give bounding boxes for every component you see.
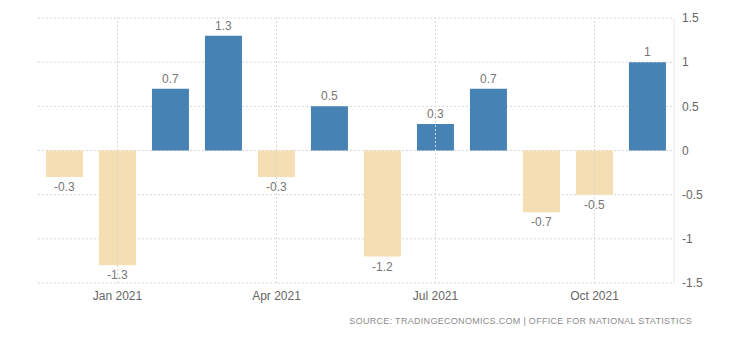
svg-text:1.3: 1.3 xyxy=(215,19,232,33)
svg-text:0.7: 0.7 xyxy=(162,72,179,86)
svg-text:1: 1 xyxy=(682,55,689,69)
svg-text:0.5: 0.5 xyxy=(682,100,699,114)
svg-text:-0.5: -0.5 xyxy=(682,188,703,202)
svg-text:-0.3: -0.3 xyxy=(54,180,75,194)
svg-text:-0.3: -0.3 xyxy=(266,180,287,194)
svg-text:Jan 2021: Jan 2021 xyxy=(93,289,143,303)
svg-text:Apr 2021: Apr 2021 xyxy=(252,289,301,303)
svg-text:-1.3: -1.3 xyxy=(107,268,128,282)
svg-text:-0.7: -0.7 xyxy=(531,215,552,229)
svg-text:-0.5: -0.5 xyxy=(584,198,605,212)
svg-text:-1.2: -1.2 xyxy=(372,260,393,274)
svg-text:1.5: 1.5 xyxy=(682,11,699,25)
svg-text:0: 0 xyxy=(682,144,689,158)
svg-text:0.5: 0.5 xyxy=(321,89,338,103)
svg-text:Oct 2021: Oct 2021 xyxy=(570,289,619,303)
svg-text:Jul 2021: Jul 2021 xyxy=(413,289,459,303)
svg-text:-1.5: -1.5 xyxy=(682,276,703,290)
svg-text:0.7: 0.7 xyxy=(480,72,497,86)
svg-text:1: 1 xyxy=(644,45,651,59)
svg-text:-1: -1 xyxy=(682,232,693,246)
html-text:SOURCE: TRADINGECONOMICS.COM |: SOURCE: TRADINGECONOMICS.COM | OFFICE FO… xyxy=(349,316,692,326)
svg-text:0.3: 0.3 xyxy=(427,107,444,121)
